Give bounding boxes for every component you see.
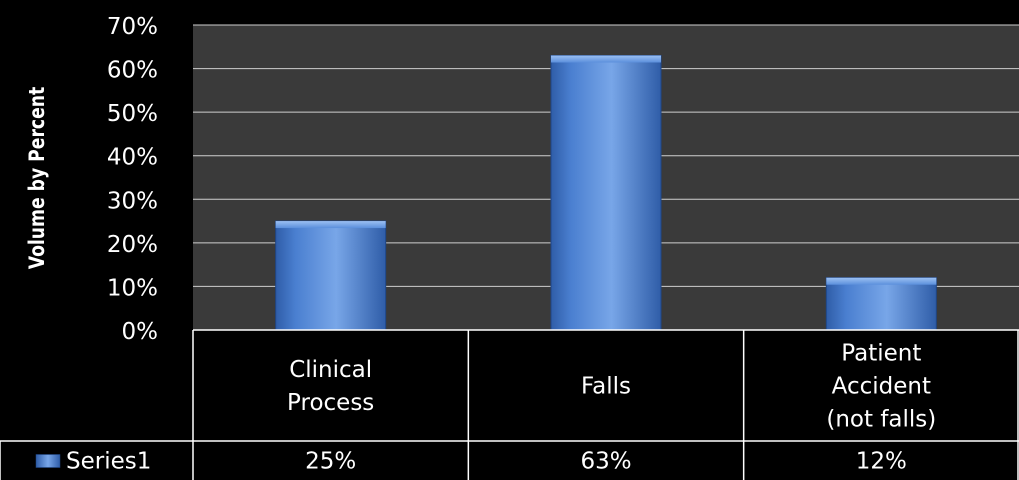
data-table-value: 63%: [580, 449, 631, 475]
bar: [275, 220, 387, 331]
category-label: (not falls): [826, 407, 936, 433]
bar-0: [275, 220, 387, 331]
bar-top-bevel: [275, 221, 386, 229]
y-tick-label: 10%: [107, 275, 158, 301]
y-tick-label: 70%: [107, 14, 158, 40]
bar: [550, 55, 662, 331]
category-label: Patient: [841, 341, 921, 367]
y-tick-label: 0%: [122, 319, 159, 345]
y-tick-label: 50%: [107, 101, 158, 127]
bar-top-bevel: [826, 277, 937, 285]
data-table-value: 12%: [856, 449, 907, 475]
legend-key: [35, 454, 61, 468]
y-tick-label: 40%: [107, 145, 158, 171]
category-label: Process: [287, 390, 374, 416]
category-label: Falls: [581, 374, 631, 400]
y-tick-label: 60%: [107, 58, 158, 84]
bar: [825, 277, 937, 331]
category-label: Accident: [832, 374, 931, 400]
legend-series-name: Series1: [66, 449, 151, 475]
bar-top-bevel: [551, 55, 661, 63]
data-table-value: 25%: [305, 449, 356, 475]
category-label: Clinical: [289, 357, 372, 383]
bar-2: [825, 277, 937, 331]
y-axis-title: Volume by Percent: [24, 87, 49, 270]
y-tick-label: 20%: [107, 232, 158, 258]
bar-1: [550, 55, 662, 331]
y-tick-label: 30%: [107, 188, 158, 214]
